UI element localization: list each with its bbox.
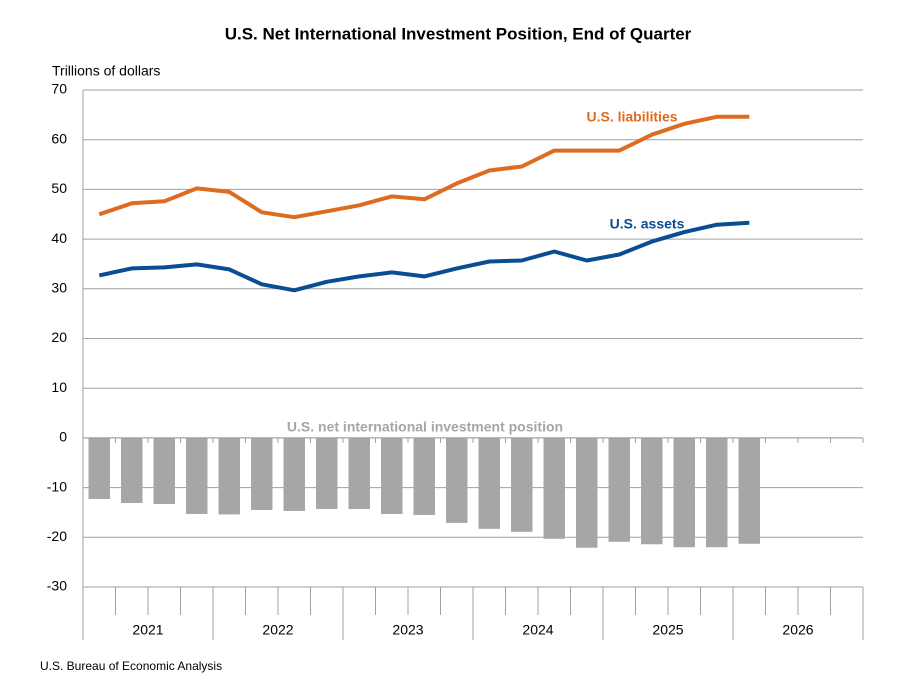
chart-title: U.S. Net International Investment Positi… — [225, 24, 692, 43]
bar — [251, 437, 273, 510]
bar — [381, 437, 403, 514]
bar — [121, 437, 143, 504]
y-tick-label: -20 — [47, 528, 67, 544]
x-year-label: 2024 — [522, 622, 553, 638]
x-year-label: 2021 — [132, 622, 163, 638]
x-year-label: 2022 — [262, 622, 293, 638]
bar — [153, 437, 175, 505]
bar — [478, 437, 500, 529]
y-axis-label: Trillions of dollars — [52, 63, 160, 79]
y-tick-label: 50 — [51, 180, 67, 196]
bar — [88, 437, 110, 500]
y-tick-label: 40 — [51, 230, 67, 246]
bar — [316, 437, 338, 509]
y-tick-label: 20 — [51, 329, 67, 345]
series-label: U.S. liabilities — [586, 109, 677, 125]
bar — [511, 437, 533, 532]
y-tick-label: 60 — [51, 130, 67, 146]
bar — [283, 437, 305, 511]
source: U.S. Bureau of Economic Analysis — [40, 659, 222, 673]
y-tick-label: 0 — [59, 429, 67, 445]
y-tick-label: 70 — [51, 81, 67, 97]
x-year-label: 2026 — [782, 622, 813, 638]
bar — [576, 437, 598, 548]
line — [98, 220, 750, 293]
line — [98, 114, 750, 220]
bar — [218, 437, 240, 515]
bar — [673, 437, 695, 548]
bar — [543, 437, 565, 539]
bar — [413, 437, 435, 515]
x-year-label: 2023 — [392, 622, 423, 638]
y-tick-label: -10 — [47, 478, 67, 494]
bar — [608, 437, 630, 542]
series-label: U.S. assets — [610, 216, 685, 232]
bar — [738, 437, 760, 544]
bar — [446, 437, 468, 523]
y-tick-label: -30 — [47, 578, 67, 594]
y-tick-label: 30 — [51, 280, 67, 296]
bar — [641, 437, 663, 545]
bar — [186, 437, 208, 514]
y-tick-label: 10 — [51, 379, 67, 395]
bar — [706, 437, 728, 548]
x-year-label: 2025 — [652, 622, 683, 638]
bar — [348, 437, 370, 509]
series-label: U.S. net international investment positi… — [287, 419, 563, 435]
